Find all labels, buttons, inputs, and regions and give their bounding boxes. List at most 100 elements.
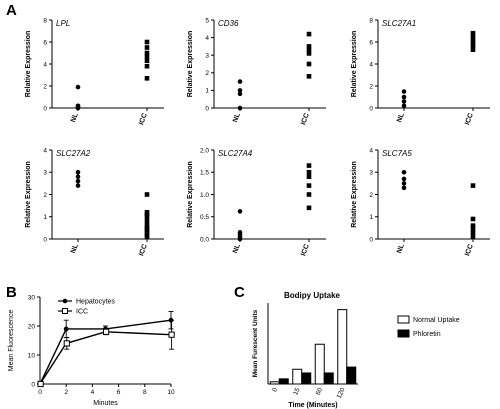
data-point-icc: [144, 218, 150, 224]
marker-open-square: [103, 328, 110, 335]
legend-marker: [62, 308, 68, 314]
legend-label: Normal Uptake: [413, 317, 460, 324]
x-tick-label: 0: [38, 389, 42, 396]
data-point-icc: [306, 47, 312, 53]
bodipy-bar-chart: Bodipy Uptake Mean Furescent Units Time (M…: [252, 291, 460, 409]
series-line-1: [39, 331, 172, 385]
panel-label-b: B: [6, 284, 17, 301]
y-tick-label: 3: [369, 170, 373, 177]
data-point-nl: [75, 174, 81, 179]
y-tick-label: 0: [369, 236, 373, 243]
data-point-icc: [306, 74, 312, 79]
y-tick-label: 8: [43, 17, 47, 24]
y-tick-label: 2.0: [200, 147, 209, 154]
bar-phloretin: [346, 366, 357, 385]
data-point-nl: [75, 169, 81, 175]
panel-label-a: A: [6, 2, 17, 19]
data-point-nl: [75, 105, 81, 111]
data-point-nl: [237, 209, 243, 214]
x-tick-label: NL: [70, 243, 80, 255]
data-point-icc: [470, 30, 476, 36]
x-tick-label: NL: [232, 112, 242, 124]
data-point-nl: [401, 169, 407, 175]
data-point-nl: [237, 88, 243, 93]
data-point-nl: [75, 183, 81, 188]
data-point-icc: [144, 234, 150, 240]
y-axis-label: Relative Expression: [25, 161, 32, 228]
data-point-nl: [237, 236, 243, 242]
x-tick-label: 10: [167, 389, 175, 396]
data-point-nl: [237, 91, 243, 97]
y-axis-label: Relative Expression: [25, 31, 32, 98]
data-point-icc: [470, 47, 476, 52]
y-tick-label: 0: [31, 381, 35, 388]
legend-swatch: [397, 329, 410, 338]
x-tick-label: 15: [292, 387, 302, 397]
legend-marker: [62, 298, 68, 304]
y-tick-label: 2: [205, 70, 209, 77]
data-point-nl: [237, 79, 243, 84]
gene-title: SLC27A2: [56, 149, 91, 158]
y-tick-label: 1.5: [200, 170, 209, 177]
y-tick-label: 0.0: [200, 236, 209, 243]
x-tick-label: NL: [396, 112, 406, 124]
data-point-icc: [306, 31, 312, 37]
dot-plot-slc27a1: 0 2 4 6 8 SLC27A1 Relative Expression NL ICC: [351, 17, 490, 126]
bar-normal-uptake: [314, 343, 325, 385]
y-tick-label: 30: [28, 294, 36, 301]
x-tick-label: 4: [91, 389, 95, 396]
y-tick-label: 4: [369, 147, 373, 154]
y-tick-label: 20: [28, 323, 36, 330]
x-tick-label: ICC: [300, 243, 311, 257]
gene-title: LPL: [56, 19, 70, 28]
data-point-icc: [306, 163, 312, 168]
data-point-icc: [306, 169, 312, 175]
dot-plot-slc27a2: 0 1 2 3 4 SLC27A2 Relative Expression NL ICC: [25, 147, 164, 257]
y-axis-label: Relative Expression: [351, 31, 358, 98]
chart-title: Bodipy Uptake: [284, 291, 341, 300]
y-axis-label: Relative Expression: [187, 31, 194, 98]
x-tick-label: ICC: [300, 112, 311, 126]
bar-phloretin: [323, 372, 334, 385]
y-tick-label: 1.0: [200, 192, 209, 199]
y-tick-label: 0: [369, 105, 373, 112]
y-tick-label: 4: [205, 35, 209, 42]
gene-title: CD36: [218, 19, 239, 28]
y-tick-label: 0: [43, 105, 47, 112]
y-tick-label: 0: [205, 105, 209, 112]
y-tick-label: 3: [205, 53, 209, 60]
legend-label: ICC: [76, 309, 88, 316]
y-tick-label: 2: [43, 192, 47, 199]
data-point-icc: [144, 192, 150, 197]
data-point-icc: [144, 214, 150, 220]
data-point-icc: [306, 51, 312, 56]
y-tick-label: 5: [205, 17, 209, 24]
y-axis-label: Mean Furescent Units: [252, 309, 259, 377]
data-point-icc: [144, 76, 150, 81]
marker-open-square: [37, 380, 44, 388]
data-point-nl: [401, 176, 407, 182]
y-tick-label: 6: [369, 39, 373, 46]
y-axis-label: Relative Expression: [351, 161, 358, 228]
x-tick-label: ICC: [138, 243, 149, 257]
data-point-icc: [144, 50, 150, 56]
y-tick-label: 10: [28, 352, 36, 359]
legend-swatch: [397, 315, 410, 324]
data-point-icc: [144, 45, 150, 50]
data-point-nl: [401, 185, 407, 191]
x-tick-label: ICC: [464, 243, 475, 257]
data-point-icc: [306, 183, 312, 188]
x-tick-label: NL: [232, 243, 242, 255]
data-point-nl: [401, 89, 407, 94]
data-point-icc: [306, 205, 312, 211]
data-point-icc: [470, 234, 476, 240]
y-tick-label: 4: [43, 147, 47, 154]
x-tick-label: 2: [64, 389, 68, 396]
data-point-icc: [144, 54, 150, 59]
dot-plot-slc27a4: 0.0 0.5 1.0 1.5 2.0 SLC27A4 Relative Expressio…: [187, 147, 326, 257]
x-tick-label: 0: [271, 387, 279, 394]
data-point-nl: [401, 103, 407, 109]
charts-group: 0 2 4 6 8 LPL Relative Expression NL ICC 0 1 2 3 4 5 CD…: [8, 17, 490, 409]
marker-filled-circle: [63, 326, 69, 332]
x-tick-label: 60: [315, 387, 325, 397]
